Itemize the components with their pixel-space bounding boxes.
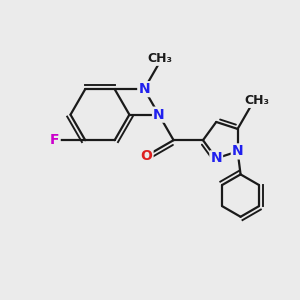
Text: N: N xyxy=(153,108,165,122)
Text: N: N xyxy=(232,144,243,158)
Text: CH₃: CH₃ xyxy=(148,52,173,65)
Text: N: N xyxy=(210,152,222,165)
Text: CH₃: CH₃ xyxy=(244,94,269,107)
Text: F: F xyxy=(50,133,60,147)
Text: N: N xyxy=(138,82,150,96)
Text: O: O xyxy=(141,149,152,164)
